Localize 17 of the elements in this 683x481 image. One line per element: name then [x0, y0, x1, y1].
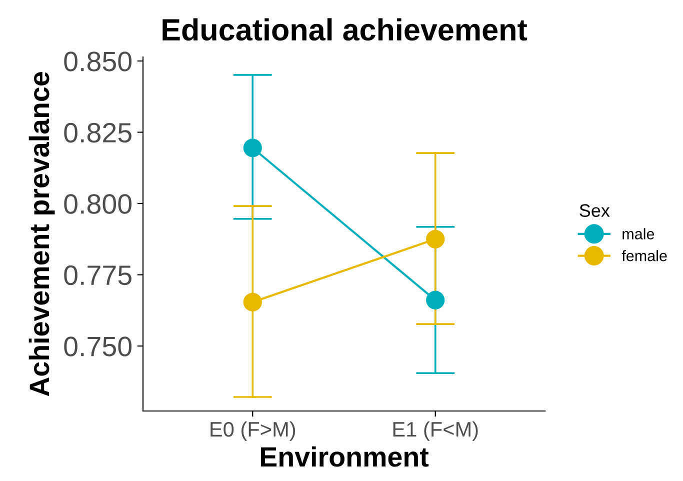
y-axis-title: Achievement prevalance — [28, 72, 55, 396]
y-tick-label: 0.850 — [64, 52, 132, 72]
point — [243, 138, 262, 158]
y-tick-label: 0.800 — [64, 194, 132, 214]
y-tick-label: 0.775 — [64, 265, 132, 286]
point — [243, 292, 262, 312]
chart-title: Educational achievement — [162, 18, 528, 41]
legend-title: Sex — [580, 204, 610, 217]
y-tick-label: 0.750 — [64, 336, 132, 356]
point — [426, 290, 445, 310]
x-tick-label: E1 (F<M) — [393, 421, 478, 441]
y-tick-label: 0.825 — [64, 122, 132, 143]
x-tick-label: E0 (F>M) — [210, 421, 296, 441]
point — [426, 230, 445, 248]
legend-label: male — [622, 228, 654, 240]
legend-label: female — [622, 250, 667, 262]
x-axis-title: Environment — [260, 446, 429, 467]
